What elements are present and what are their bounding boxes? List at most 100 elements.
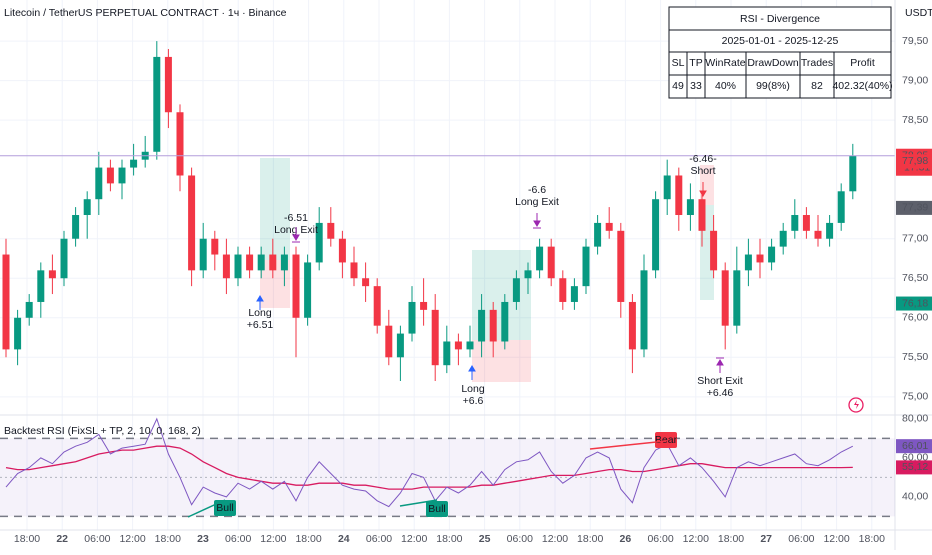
table-value: 40% <box>715 80 736 92</box>
candle-body <box>768 246 776 263</box>
price-badge-label: 77,39 <box>902 202 928 214</box>
candle-body <box>791 215 799 231</box>
candle-body <box>257 254 265 271</box>
table-header: Trades <box>801 57 833 69</box>
rsi-badge <box>896 439 932 454</box>
price-badge <box>896 200 932 215</box>
candle-body <box>837 191 845 223</box>
long-marker <box>256 295 264 310</box>
candle-body <box>652 199 660 271</box>
candle-body <box>60 238 68 279</box>
candle-body <box>733 270 741 326</box>
candle-body <box>2 254 10 350</box>
signal-label: Bull <box>216 502 234 514</box>
x-tick-label: 18:00 <box>155 533 181 545</box>
candle-body <box>431 309 439 366</box>
y-tick-label: 77,00 <box>902 233 928 245</box>
x-tick-label: 27 <box>760 533 772 545</box>
x-tick-label: 22 <box>56 533 68 545</box>
x-tick-label: 12:00 <box>823 533 849 545</box>
y-tick-label: 75,00 <box>902 391 928 403</box>
candle-body <box>188 175 196 271</box>
signal-badge <box>655 432 677 448</box>
trade-annotation: Long <box>248 307 272 319</box>
trade-annotation: -6.51 <box>284 212 308 224</box>
trade-annotation: Short Exit <box>697 375 743 387</box>
candle-body <box>304 262 312 318</box>
divergence-line <box>187 499 226 518</box>
x-tick-label: 18:00 <box>718 533 744 545</box>
signal-label: Bull <box>428 503 446 515</box>
candle-body <box>686 199 694 216</box>
signal-label: Bear <box>655 434 678 446</box>
candle-body <box>779 230 787 247</box>
trade-annotation: Long <box>461 383 485 395</box>
long-marker <box>468 365 476 380</box>
price-badge <box>896 296 932 311</box>
x-tick-label: 18:00 <box>14 533 40 545</box>
short-marker <box>699 182 707 197</box>
stats-table: RSI - Divergence 2025-01-01 - 2025-12-25… <box>668 6 893 99</box>
candle-body <box>37 270 45 302</box>
x-tick-label: 06:00 <box>84 533 110 545</box>
price-badge <box>896 154 932 169</box>
trade-annotation: Short <box>690 165 715 177</box>
y-tick-label: 78,50 <box>902 114 928 126</box>
exit-marker <box>716 357 724 373</box>
candle-body <box>315 222 323 263</box>
table-value: 49 <box>672 80 684 92</box>
trade-annotation: +6.46 <box>707 387 734 399</box>
x-tick-label: 26 <box>620 533 632 545</box>
candle-body <box>559 278 567 302</box>
candle-body <box>489 309 497 342</box>
candle-body <box>72 215 80 239</box>
candle-body <box>826 222 834 239</box>
candle-body <box>211 238 219 255</box>
x-tick-label: 24 <box>338 533 350 545</box>
candle-body <box>570 286 578 302</box>
rsi-badge-label: 66,01 <box>902 440 928 452</box>
candle-body <box>130 159 138 168</box>
table-rules <box>669 29 891 98</box>
alert-icon[interactable] <box>848 397 864 413</box>
candle-body <box>199 238 207 271</box>
alert-icon-glyph <box>854 400 859 409</box>
x-tick-label: 12:00 <box>683 533 709 545</box>
trade-annotation: +6.51 <box>247 319 274 331</box>
x-tick-label: 18:00 <box>295 533 321 545</box>
candle-body <box>396 333 404 358</box>
table-header: DrawDown <box>747 57 799 69</box>
x-tick-label: 23 <box>197 533 209 545</box>
table-header: WinRate <box>705 57 745 69</box>
table-header: SL <box>672 57 685 69</box>
candle-body <box>849 155 857 192</box>
table-title: RSI - Divergence <box>740 13 820 25</box>
y-tick-label: 79,00 <box>902 74 928 86</box>
x-tick-label: 12:00 <box>542 533 568 545</box>
x-tick-label: 12:00 <box>119 533 145 545</box>
sl-zone <box>472 340 531 382</box>
candle-body <box>478 309 486 342</box>
candle-body <box>153 56 161 152</box>
x-tick-label: 06:00 <box>225 533 251 545</box>
candle-body <box>83 199 91 216</box>
candle-body <box>269 254 277 271</box>
candle-body <box>327 222 335 239</box>
candle-body <box>582 246 590 287</box>
x-tick-label: 18:00 <box>436 533 462 545</box>
candle-body <box>721 270 729 326</box>
x-tick-label: 06:00 <box>507 533 533 545</box>
candle-body <box>744 254 752 271</box>
candle-body <box>420 301 428 310</box>
axes: 79,50 79,00 78,50 77,00 76,50 76,00 75,50 75,00… <box>14 35 932 545</box>
table-value: 99(8%) <box>756 80 790 92</box>
candle-body <box>222 254 230 279</box>
x-tick-label: 25 <box>479 533 491 545</box>
x-tick-label: 18:00 <box>859 533 885 545</box>
exit-marker <box>533 213 541 229</box>
table-value: 33 <box>690 80 702 92</box>
candle-body <box>164 56 172 113</box>
table-header: TP <box>689 57 702 69</box>
